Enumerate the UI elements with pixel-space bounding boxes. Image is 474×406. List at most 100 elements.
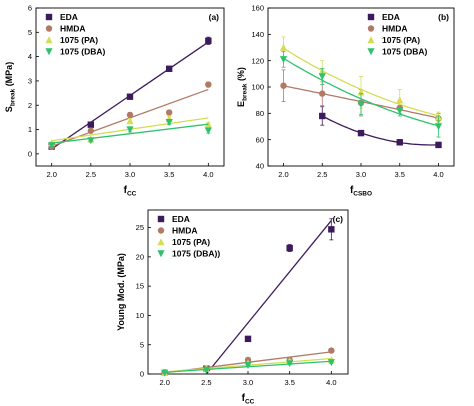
- series-hmda: [48, 81, 212, 150]
- y-tick-label: 40: [256, 162, 264, 171]
- data-point: [357, 129, 365, 137]
- y-tick-label: 1: [28, 125, 32, 134]
- legend-label: EDA: [172, 214, 190, 224]
- data-point: [165, 65, 173, 72]
- x-axis-label: fCC: [242, 393, 255, 406]
- chart-panel-1: 2.0 2.5 3.0 3.5 4.0 0 1 2 3 4 5 6 fCC Sbreak (MPa) (a)…: [4, 4, 225, 198]
- data-point: [319, 90, 326, 97]
- legend-marker: [45, 48, 53, 56]
- y-axis-label: Sbreak (MPa): [4, 62, 17, 112]
- series-eda: [319, 106, 442, 149]
- series-eda: [203, 218, 335, 375]
- chart-panel-2: 2.0 2.5 3.0 3.5 4.0 40 60 80 100 120 140 160 fCSBO Eb…: [236, 4, 455, 198]
- x-tick-label: 3.5: [284, 378, 294, 387]
- legend-label: EDA: [60, 12, 78, 22]
- x-axis-label: fCC: [124, 185, 137, 198]
- x-axis-label: fCSBO: [350, 185, 372, 198]
- data-point: [435, 141, 442, 149]
- data-point: [286, 244, 293, 252]
- legend-label: HMDA: [382, 24, 408, 34]
- x-tick-label: 3.5: [395, 170, 405, 179]
- legend-label: HMDA: [172, 226, 198, 236]
- legend-marker: [367, 13, 375, 21]
- fit-line: [51, 123, 209, 144]
- y-axis-label: Ebreak (%): [236, 67, 249, 107]
- data-point: [286, 360, 294, 368]
- fit-curve: [322, 115, 439, 146]
- chart-panel-3: 2.0 2.5 3.0 3.5 4.0 0 5 10 15 20 25 fCC Young Mod. (…: [116, 209, 349, 406]
- y-tick-label: 0: [28, 149, 32, 158]
- data-point: [165, 109, 173, 116]
- x-tick-label: 3.5: [164, 170, 174, 179]
- panel-label: (b): [438, 12, 449, 22]
- series-dba: [161, 359, 335, 377]
- y-tick-label: 100: [251, 83, 264, 92]
- legend-marker: [157, 238, 165, 246]
- legend-marker: [157, 250, 165, 258]
- y-tick-label: 3: [28, 77, 32, 86]
- x-tick-label: 3.0: [356, 170, 366, 179]
- x-tick-label: 2.0: [46, 170, 56, 179]
- x-tick-label: 4.0: [203, 170, 213, 179]
- data-point: [202, 366, 210, 374]
- legend-label: HMDA: [60, 24, 86, 34]
- series-dba: [48, 119, 212, 150]
- legend-marker: [367, 36, 375, 44]
- legend-label: 1075 (DBA): [382, 47, 428, 57]
- data-point: [87, 121, 95, 128]
- data-point: [396, 96, 404, 104]
- data-point: [126, 111, 134, 119]
- legend-label: 1075 (PA): [172, 237, 210, 247]
- data-point: [161, 369, 169, 377]
- legend-label: 1075 (PA): [382, 35, 420, 45]
- data-point: [328, 226, 335, 233]
- legend-marker: [157, 227, 165, 234]
- x-tick-label: 2.5: [317, 170, 327, 179]
- data-point: [48, 142, 56, 150]
- y-tick-label: 160: [251, 4, 264, 13]
- data-point: [126, 93, 134, 100]
- data-point: [327, 359, 335, 367]
- y-tick-label: 5: [140, 340, 144, 349]
- y-tick-label: 0: [140, 370, 144, 379]
- data-point: [244, 335, 252, 343]
- data-point: [205, 81, 212, 88]
- legend-label: EDA: [382, 12, 400, 22]
- x-tick-label: 4.0: [433, 170, 443, 179]
- panel-label: (c): [333, 214, 344, 224]
- legend-marker: [45, 13, 53, 21]
- data-point: [126, 126, 134, 134]
- data-point: [87, 137, 95, 145]
- y-tick-label: 5: [28, 28, 32, 37]
- data-point: [318, 73, 326, 81]
- x-tick-label: 3.0: [243, 378, 253, 387]
- y-tick-label: 140: [251, 30, 264, 39]
- data-point: [126, 117, 134, 125]
- y-axis-label: Young Mod. (MPa): [116, 253, 126, 331]
- data-point: [396, 107, 404, 115]
- x-tick-label: 2.0: [159, 378, 169, 387]
- data-point: [244, 362, 252, 370]
- data-point: [205, 37, 212, 45]
- data-point: [204, 127, 212, 135]
- y-tick-label: 10: [136, 311, 144, 320]
- x-tick-label: 2.0: [278, 170, 288, 179]
- y-tick-label: 25: [136, 223, 144, 232]
- legend-marker: [157, 215, 165, 223]
- data-point: [396, 139, 403, 146]
- legend-label: 1075 (PA): [60, 35, 98, 45]
- data-point: [319, 112, 326, 120]
- y-tick-label: 120: [251, 56, 264, 65]
- data-point: [280, 82, 287, 89]
- fit-line: [205, 220, 332, 375]
- data-point: [434, 123, 443, 131]
- y-tick-label: 4: [28, 52, 32, 61]
- data-point: [165, 119, 173, 127]
- x-tick-label: 4.0: [326, 378, 336, 387]
- x-tick-label: 2.5: [201, 378, 211, 387]
- legend-marker: [367, 48, 375, 56]
- legend-marker: [45, 25, 53, 32]
